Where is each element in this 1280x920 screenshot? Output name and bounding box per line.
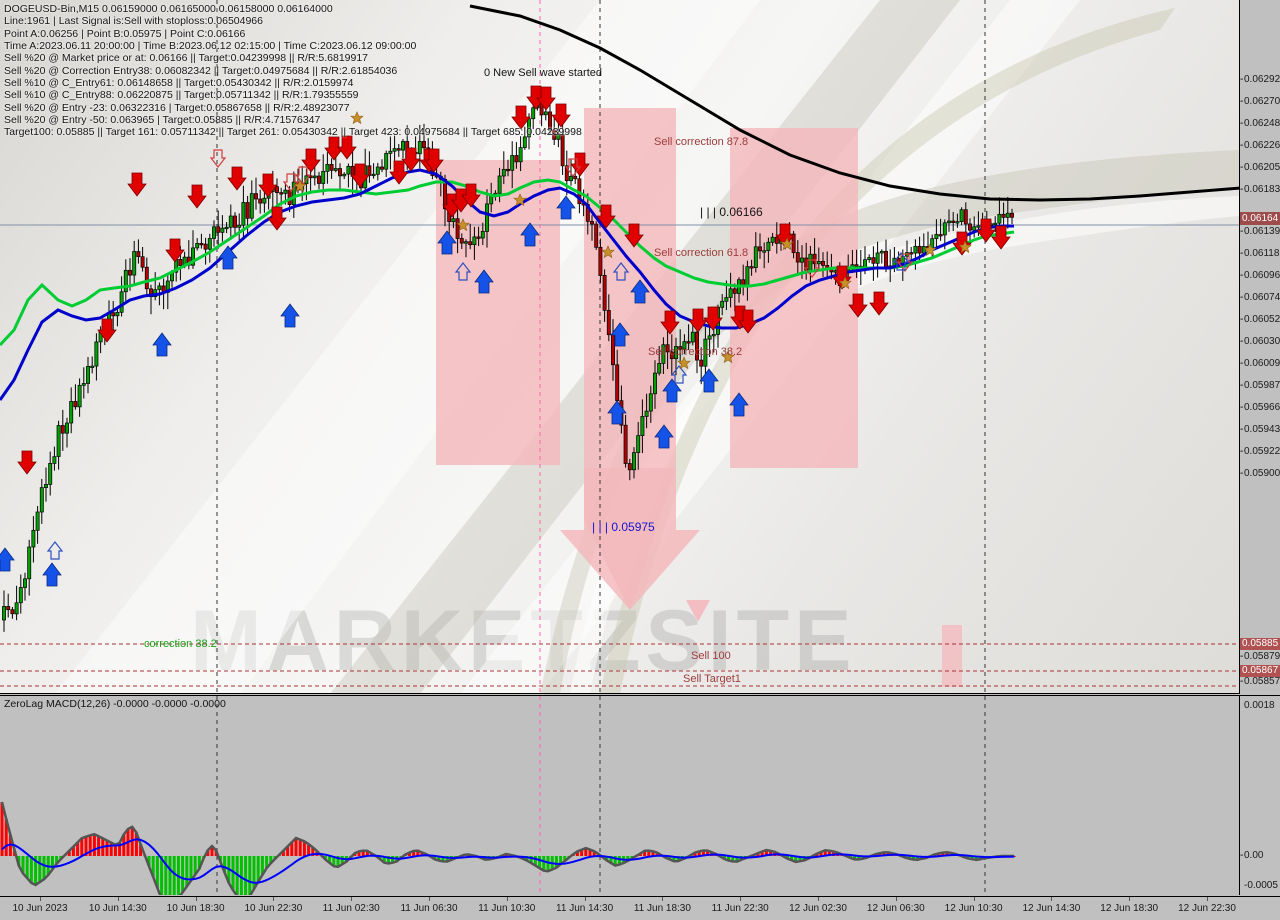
time-tick-mark	[584, 897, 586, 901]
time-tick-mark	[506, 897, 508, 901]
info-line-8: Sell %20 @ Entry -23: 0.06322316 | Targe…	[4, 101, 350, 114]
time-tick-mark	[1207, 897, 1208, 901]
time-tick-label: 11 Jun 22:30	[711, 903, 769, 914]
price-tick: -0.06183	[1240, 184, 1280, 195]
chart-info-panel: DOGEUSD-Bin,M15 0.06159000 0.06165000 0.…	[4, 3, 582, 139]
time-tick-label: 10 Jun 18:30	[166, 903, 225, 914]
price-tick: -0.06096	[1240, 270, 1280, 281]
time-tick-label: 11 Jun 10:30	[478, 903, 536, 914]
price-tick: -0.06226	[1240, 140, 1280, 151]
info-line-7: Sell %10 @ C_Entry88: 0.06220875 || Targ…	[4, 89, 359, 102]
macd-tick: -0.0005	[1244, 880, 1278, 891]
price-tick: -0.05857	[1240, 676, 1280, 687]
price-tick: -0.06052	[1240, 314, 1280, 325]
price-scale[interactable]: -0.06292 -0.06270 -0.06248 -0.06226 -0.06205…	[1240, 0, 1280, 694]
time-tick-mark	[662, 897, 664, 901]
macd-label: ZeroLag MACD(12,26) -0.0000 -0.0000 -0.0…	[4, 698, 226, 710]
price-tick: -0.06292	[1240, 74, 1280, 85]
annotation-sell-correction-61: Sell correction 61.8	[654, 247, 749, 259]
price-tick: -0.05922	[1240, 446, 1280, 457]
annotation-price-c: | | | 0.06166	[700, 205, 763, 219]
time-tick-mark	[973, 897, 975, 901]
price-tick: -0.06009	[1240, 358, 1280, 369]
info-line-9: Sell %20 @ Entry -50: 0.063965 | Target:…	[4, 114, 321, 127]
price-tick: -0.05900	[1240, 468, 1280, 479]
price-tick: -0.06139	[1240, 226, 1280, 237]
price-tick: -0.05966	[1240, 402, 1280, 413]
time-tick-mark	[351, 897, 353, 901]
time-tick-label: 10 Jun 22:30	[244, 903, 303, 914]
info-line-0: DOGEUSD-Bin,M15 0.06159000 0.06165000 0.…	[4, 3, 333, 15]
macd-plot	[0, 696, 1016, 895]
price-tick: -0.05943	[1240, 424, 1280, 435]
ma-black-line	[469, 4, 1239, 202]
price-tick: -0.06248	[1240, 118, 1280, 129]
time-tick-label: 11 Jun 14:30	[556, 903, 614, 914]
time-tick-label: 10 Jun 14:30	[88, 903, 147, 914]
price-tick: -0.06205	[1240, 162, 1280, 173]
time-tick-mark	[1051, 897, 1053, 901]
time-tick-label: 12 Jun 10:30	[944, 903, 1003, 914]
ma-blue-line	[0, 168, 1014, 401]
price-tick: -0.06118	[1240, 248, 1280, 259]
price-tick: -0.06074	[1240, 292, 1280, 303]
time-tick-label: 12 Jun 22:30	[1178, 903, 1236, 914]
annotation-correction-38: correction 38.2	[144, 638, 217, 650]
time-tick-label: 10 Jun 2023	[12, 903, 68, 914]
info-line-6: Sell %10 @ C_Entry61: 0.06148658 || Targ…	[4, 77, 354, 90]
current-price-tag: 0.06164	[1240, 212, 1280, 225]
time-tick-label: 11 Jun 18:30	[633, 903, 691, 914]
price-tick: -0.06030	[1240, 336, 1280, 347]
time-tick-mark	[895, 897, 897, 901]
price-tick: -0.05879	[1240, 651, 1280, 662]
annotation-sell-correction-38: Sell correction 38.2	[648, 346, 743, 358]
time-tick-label: 12 Jun 14:30	[1022, 903, 1081, 914]
info-line-1: Line:1961 | Last Signal is:Sell with sto…	[4, 15, 263, 28]
price-tick: -0.05987	[1240, 380, 1280, 391]
time-tick-label: 11 Jun 02:30	[322, 903, 380, 914]
annotation-sell-correction-87: Sell correction 87.8	[654, 136, 749, 148]
time-tick-label: 11 Jun 06:30	[400, 903, 458, 914]
time-tick-mark	[1129, 897, 1131, 901]
price-level-tag: 0.05885	[1240, 638, 1280, 650]
info-line-3: Time A:2023.06.11 20:00:00 | Time B:2023…	[4, 40, 417, 53]
time-tick-mark	[40, 897, 41, 901]
time-tick-mark	[117, 897, 119, 901]
info-line-10: Target100: 0.05885 || Target 161: 0.0571…	[4, 126, 582, 139]
info-line-2: Point A:0.06256 | Point B:0.05975 | Poin…	[4, 27, 246, 40]
price-chart-pane[interactable]: MARKETZSITE	[0, 0, 1240, 694]
annotation-price-b: | | | 0.05975	[592, 520, 655, 534]
price-tick: -0.06270	[1240, 96, 1280, 107]
ma-green-line	[0, 178, 1015, 347]
time-tick-mark	[740, 897, 742, 901]
time-tick-label: 12 Jun 06:30	[866, 903, 925, 914]
annotation-new-sell-wave: 0 New Sell wave started	[484, 67, 602, 79]
moving-average-layer	[0, 4, 1239, 401]
time-axis[interactable]: 10 Jun 2023 10 Jun 14:30 10 Jun 18:30 10 Ju…	[0, 896, 1280, 920]
macd-tick: -0.00	[1240, 850, 1264, 861]
price-level-tag: 0.05867	[1240, 665, 1280, 677]
annotation-sell-target1: Sell Target1	[683, 673, 741, 685]
time-tick-mark	[818, 897, 819, 901]
time-tick-mark	[429, 897, 430, 901]
time-tick-mark	[195, 897, 197, 901]
macd-tick: 0.0018	[1244, 700, 1275, 711]
time-tick-label: 12 Jun 18:30	[1100, 903, 1159, 914]
macd-scale[interactable]: 0.0018 -0.00 -0.0005	[1240, 695, 1280, 895]
macd-indicator-pane[interactable]: ZeroLag MACD(12,26) -0.0000 -0.0000 -0.0…	[0, 695, 1240, 895]
time-tick-label: 12 Jun 02:30	[789, 903, 847, 914]
info-line-4: Sell %20 @ Market price or at: 0.06166 |…	[4, 52, 369, 65]
annotation-sell-100: Sell 100	[691, 650, 731, 662]
chart-zones-layer	[55, 0, 1239, 694]
info-line-5: Sell %20 @ Correction Entry38: 0.0608234…	[4, 64, 398, 77]
time-tick-mark	[273, 897, 275, 901]
